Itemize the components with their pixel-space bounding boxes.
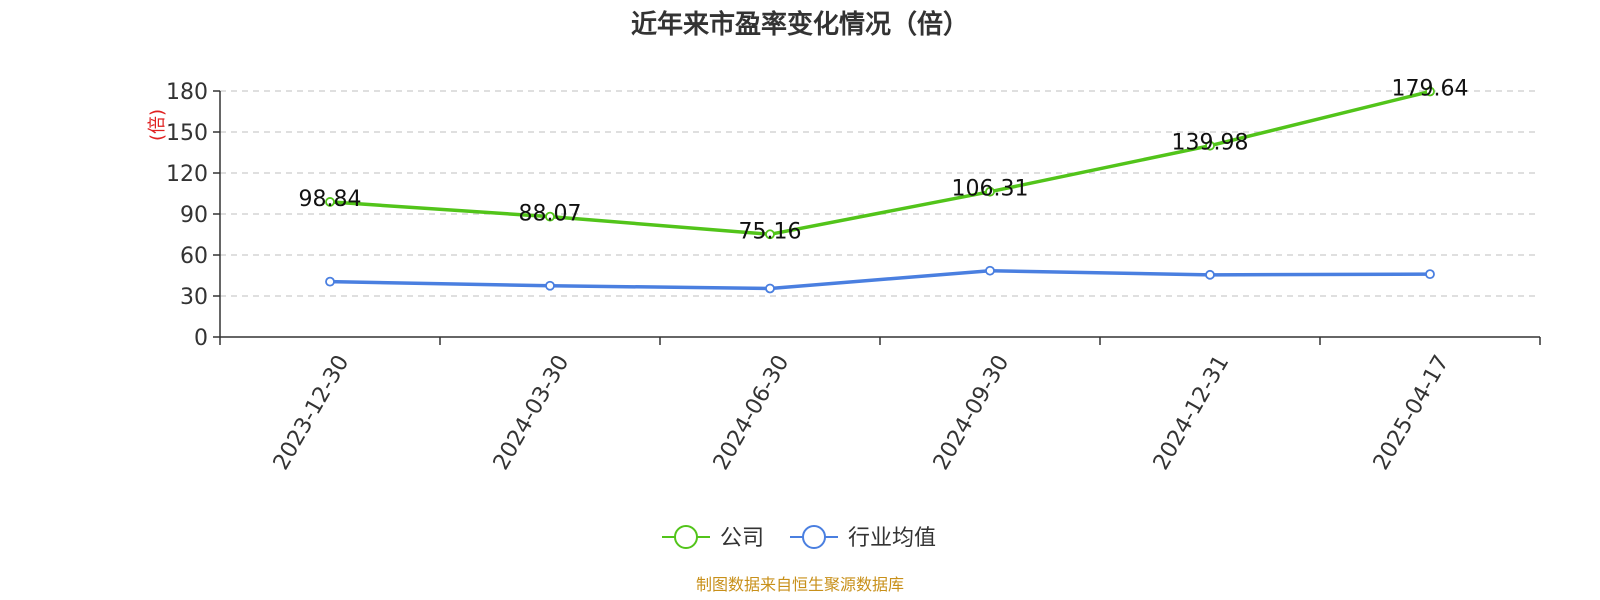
data-label: 88.07 [519, 202, 582, 227]
y-tick-label: 60 [180, 244, 208, 269]
data-point [545, 211, 555, 222]
x-tick-label: 2025-04-17 [1369, 351, 1455, 474]
y-tick-labels: 0 30 60 90 120 150 180 [166, 80, 208, 351]
axes [213, 90, 1541, 345]
legend-item-1[interactable]: 行业均值 [790, 525, 936, 551]
data-label: 139.98 [1172, 131, 1249, 156]
x-tick-label: 2024-12-31 [1149, 351, 1235, 474]
series-line [328, 89, 1432, 237]
series-1 [325, 265, 1435, 294]
y-tick-label: 0 [194, 326, 208, 351]
legend-item-0[interactable]: 公司 [662, 525, 764, 551]
data-point [985, 186, 995, 197]
data-point [545, 280, 555, 291]
x-tick-labels: 2023-12-30 2024-03-30 2024-06-30 2024-09-30… [269, 351, 1455, 474]
x-tick-label: 2024-06-30 [709, 351, 795, 474]
data-point [1425, 86, 1435, 97]
data-point [985, 265, 995, 276]
data-point [1425, 269, 1435, 280]
data-point [325, 197, 335, 207]
x-tick-label: 2024-09-30 [929, 351, 1015, 474]
data-labels: 98.84 88.07 75.16 106.31 139.98 179.64 [299, 76, 1469, 244]
source-note: 制图数据来自恒生聚源数据库 [696, 575, 904, 594]
y-tick-label: 90 [180, 203, 208, 228]
y-tick-label: 30 [180, 285, 208, 310]
legend[interactable]: 公司 行业均值 [662, 525, 936, 551]
series-0 [325, 86, 1435, 240]
chart-title: 近年来市盈率变化情况（倍） [631, 9, 969, 40]
legend-label: 行业均值 [848, 526, 936, 551]
data-label: 98.84 [299, 187, 362, 212]
y-tick-label: 180 [166, 80, 208, 105]
y-tick-label: 150 [166, 121, 208, 146]
data-point [1205, 140, 1215, 151]
data-point [765, 283, 775, 294]
data-label: 75.16 [739, 219, 802, 244]
y-axis-unit-label: (倍) [147, 109, 168, 141]
data-label: 179.64 [1392, 76, 1469, 101]
data-point [1205, 269, 1215, 280]
legend-marker [674, 525, 698, 549]
legend-marker [802, 525, 826, 549]
data-point [325, 276, 335, 287]
x-tick-label: 2024-03-30 [489, 351, 575, 474]
series-line [328, 268, 1432, 291]
gridlines [220, 90, 1540, 297]
data-label: 106.31 [952, 177, 1029, 202]
series-layer [325, 86, 1435, 294]
x-tick-label: 2023-12-30 [269, 351, 355, 474]
data-point [765, 229, 775, 240]
legend-label: 公司 [720, 526, 764, 551]
y-tick-label: 120 [166, 162, 208, 187]
